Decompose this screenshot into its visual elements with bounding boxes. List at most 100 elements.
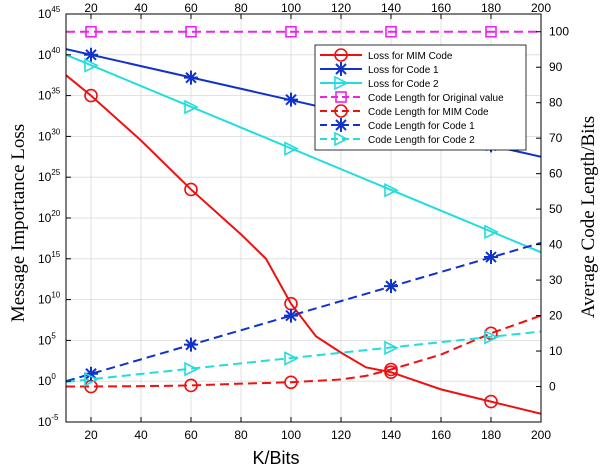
legend-label: Code Length for MIM Code xyxy=(368,107,489,118)
marker-star xyxy=(184,337,198,352)
marker-triangle xyxy=(334,131,349,147)
marker-triangle xyxy=(184,361,199,377)
marker-circle xyxy=(334,104,348,118)
legend-label: Loss for Code 2 xyxy=(368,79,439,90)
x-tick-label-top: 80 xyxy=(234,1,248,15)
y-left-tick-label: 10-5 xyxy=(38,413,59,429)
x-tick-label: 140 xyxy=(381,428,401,442)
series-4 xyxy=(66,25,541,38)
marker-circle xyxy=(84,88,98,103)
marker-square xyxy=(185,25,197,38)
x-tick-label: 20 xyxy=(84,428,98,442)
y-right-tick-label: 30 xyxy=(549,273,563,287)
y-right-tick-label: 40 xyxy=(549,238,563,252)
marker-circle xyxy=(484,394,498,409)
marker-square xyxy=(285,25,297,38)
y-right-tick-label: 60 xyxy=(549,167,563,181)
series-line xyxy=(66,241,541,383)
marker-star xyxy=(84,366,98,381)
legend-label: Code Length for Code 2 xyxy=(368,135,475,146)
x-tick-label: 60 xyxy=(184,428,198,442)
series-6 xyxy=(66,241,541,383)
series-line xyxy=(66,330,541,383)
legend-label: Loss for Code 1 xyxy=(368,65,439,76)
y-left-tick-label: 1045 xyxy=(38,5,61,21)
y-right-tick-label: 0 xyxy=(549,380,556,394)
y-left-tick-label: 1030 xyxy=(38,127,61,143)
x-tick-label: 160 xyxy=(431,428,451,442)
marker-triangle xyxy=(484,224,499,240)
y-right-tick-label: 20 xyxy=(549,309,563,323)
series-7 xyxy=(66,329,541,387)
x-tick-label-top: 100 xyxy=(281,1,301,15)
legend-label: Code Length for Original value xyxy=(368,93,504,104)
marker-triangle xyxy=(284,141,299,156)
y-right-tick-label: 100 xyxy=(549,25,569,39)
legend-box xyxy=(314,44,527,151)
marker-star xyxy=(334,118,348,132)
marker-square xyxy=(485,25,497,38)
y-right-tick-label: 80 xyxy=(549,96,563,110)
x-tick-label: 40 xyxy=(134,428,148,442)
y-right-tick-label: 50 xyxy=(549,202,563,216)
x-tick-label: 80 xyxy=(234,428,248,442)
marker-circle xyxy=(334,48,348,62)
series-5 xyxy=(66,314,541,394)
marker-triangle xyxy=(334,75,349,91)
y-left-tick-label: 1025 xyxy=(38,168,61,184)
legend-label: Loss for MIM Code xyxy=(368,51,453,62)
y-right-tick-label: 10 xyxy=(549,344,563,358)
series-line xyxy=(66,53,541,254)
marker-triangle xyxy=(484,329,499,345)
legend: Loss for MIM Code Loss for Code 1 Loss for… xyxy=(314,44,527,151)
y-left-tick-label: 100 xyxy=(38,372,56,388)
x-tick-label: 120 xyxy=(331,428,351,442)
marker-circle xyxy=(384,362,398,377)
x-tick-label-top: 20 xyxy=(84,1,98,15)
marker-circle xyxy=(184,182,198,197)
x-tick-label-top: 40 xyxy=(134,1,148,15)
x-tick-label: 180 xyxy=(481,428,501,442)
marker-star xyxy=(384,279,398,294)
y-left-tick-label: 1040 xyxy=(38,46,61,62)
y-left-tick-label: 1010 xyxy=(38,291,61,307)
x-tick-label: 100 xyxy=(281,428,301,442)
y-left-tick-label: 1020 xyxy=(38,209,61,225)
series-3 xyxy=(66,53,541,254)
marker-star xyxy=(284,92,298,107)
x-tick-label-top: 180 xyxy=(481,1,501,15)
series-line xyxy=(66,74,541,415)
y-left-tick-label: 1035 xyxy=(38,87,61,103)
marker-triangle xyxy=(284,351,299,366)
y-right-tick-label: 70 xyxy=(549,131,563,145)
y-left-tick-label: 105 xyxy=(38,331,56,347)
marker-triangle xyxy=(384,182,399,198)
marker-star xyxy=(84,47,98,62)
marker-triangle xyxy=(184,99,199,115)
x-tick-label-top: 60 xyxy=(184,1,198,15)
x-tick-label-top: 200 xyxy=(531,1,551,15)
y-axis-right-title: Average Code Length/Bits xyxy=(578,116,599,318)
marker-triangle xyxy=(384,340,399,356)
y-left-tick-label: 1015 xyxy=(38,250,61,266)
marker-triangle xyxy=(84,372,99,387)
marker-square xyxy=(85,25,97,38)
marker-circle xyxy=(184,378,198,393)
series-line xyxy=(66,314,541,388)
marker-circle xyxy=(284,375,298,390)
marker-square xyxy=(385,25,397,38)
x-tick-label-top: 120 xyxy=(331,1,351,15)
marker-triangle xyxy=(84,58,99,73)
marker-star xyxy=(484,250,498,265)
marker-star xyxy=(334,62,348,76)
marker-star xyxy=(184,70,198,85)
x-tick-label-top: 140 xyxy=(381,1,401,15)
x-tick-label: 200 xyxy=(531,428,551,442)
y-axis-left-title: Message Importance Loss xyxy=(8,124,29,322)
x-tick-label-top: 160 xyxy=(431,1,451,15)
legend-label: Code Length for Code 1 xyxy=(368,121,475,132)
x-axis-title: K/Bits xyxy=(252,448,299,468)
y-right-tick-label: 90 xyxy=(549,60,563,74)
marker-star xyxy=(284,308,298,323)
